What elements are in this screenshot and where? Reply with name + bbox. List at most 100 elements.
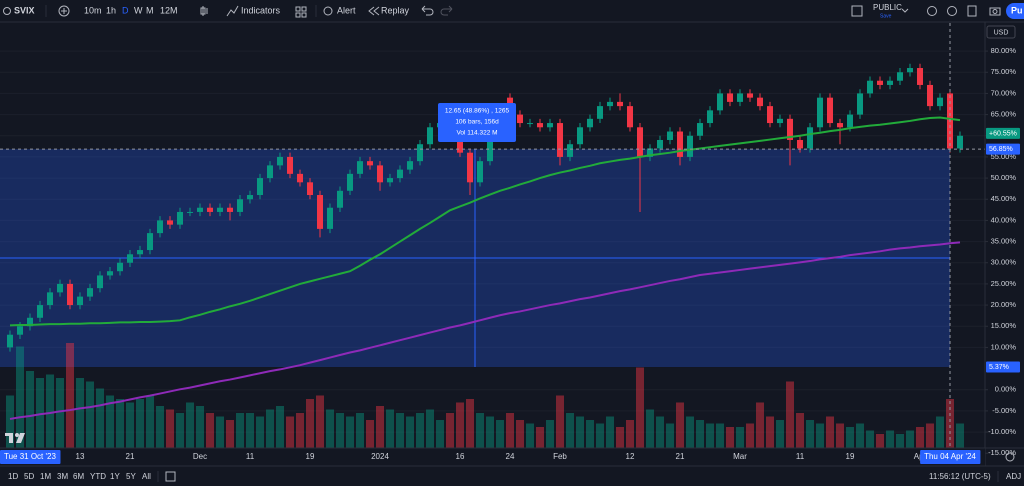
clock: 11:56:12 (UTC-5) — [929, 472, 991, 481]
layout-name[interactable]: PUBLIC — [873, 3, 902, 12]
candle-body — [147, 233, 153, 251]
volume-bar — [766, 416, 774, 448]
candle-body — [707, 110, 713, 124]
range-button[interactable]: All — [142, 472, 151, 481]
fullscreen-icon[interactable] — [967, 5, 977, 17]
volume-bar — [316, 395, 324, 448]
volume-bar — [396, 413, 404, 448]
volume-bar — [76, 378, 84, 448]
interval-button[interactable]: W — [134, 5, 143, 15]
candle-body — [387, 178, 393, 183]
volume-bar — [186, 402, 194, 448]
volume-bar — [376, 406, 384, 448]
volume-bar — [146, 395, 154, 448]
candle-body — [367, 161, 373, 166]
volume-bar — [836, 423, 844, 448]
candle-body — [857, 93, 863, 115]
candle-body — [827, 97, 833, 124]
range-button[interactable]: 1Y — [110, 472, 120, 481]
volume-bar — [736, 427, 744, 448]
templates-icon[interactable] — [295, 6, 307, 18]
candle-body — [27, 317, 33, 327]
volume-bar — [696, 420, 704, 448]
candle-body — [397, 169, 403, 179]
range-button[interactable]: 6M — [73, 472, 84, 481]
alert-button[interactable]: Alert — [337, 5, 356, 15]
x-tick-label: 19 — [306, 452, 315, 461]
candle-body — [17, 326, 23, 335]
replay-icon[interactable] — [368, 6, 380, 16]
price-axis-tag — [986, 143, 1020, 155]
candle-body — [177, 211, 183, 225]
interval-button[interactable]: M — [146, 5, 154, 15]
volume-bar — [116, 399, 124, 448]
volume-bar — [726, 427, 734, 448]
volume-bar — [436, 420, 444, 448]
currency-box[interactable] — [986, 25, 1016, 39]
candle-body — [417, 144, 423, 162]
price-axis-tag-label: +60.55% — [989, 130, 1017, 137]
grid — [0, 50, 985, 433]
snapshot-icon[interactable] — [989, 7, 1001, 16]
save-label[interactable]: Save — [880, 13, 892, 19]
candle-body — [207, 207, 213, 212]
replay-button[interactable]: Replay — [381, 5, 410, 15]
range-button[interactable]: 1M — [40, 472, 51, 481]
volume-bar — [686, 416, 694, 448]
chart-type-icon[interactable] — [200, 6, 208, 16]
measure-layer — [0, 149, 950, 368]
candle-body — [317, 195, 323, 229]
x-tick-label: 12 — [626, 452, 635, 461]
y-tick-label: 30.00% — [991, 258, 1017, 267]
publish-button[interactable] — [1006, 3, 1024, 19]
interval-button[interactable]: 1h — [106, 5, 116, 15]
volume-bar — [126, 402, 134, 448]
indicators-button[interactable]: Indicators — [241, 5, 281, 15]
volume-bar — [216, 416, 224, 448]
measure-tooltip-line: Vol 114.322 M — [456, 130, 497, 137]
volume-bar — [806, 420, 814, 448]
candle-body — [797, 139, 803, 149]
volume-bar — [636, 367, 644, 448]
volume-bar — [326, 409, 334, 448]
price-axis-tag-label: 56.85% — [989, 146, 1013, 153]
publish-label[interactable]: Pu — [1011, 5, 1023, 15]
range-button[interactable]: 5D — [24, 472, 34, 481]
symbol[interactable]: SVIX — [14, 5, 35, 15]
volume-bar — [266, 409, 274, 448]
candle-body — [267, 165, 273, 179]
alert-icon[interactable] — [323, 6, 333, 16]
symbol-search-icon[interactable] — [3, 7, 11, 15]
compare-icon[interactable] — [58, 5, 70, 17]
settings-icon[interactable] — [1005, 452, 1015, 462]
ranges: 1D 5D 1M 3M 6M YTD 1Y 5Y All — [8, 472, 151, 481]
redo-icon[interactable] — [440, 5, 453, 16]
candle-body — [157, 220, 163, 234]
volume-bar — [496, 420, 504, 448]
layout-icon[interactable] — [851, 5, 863, 17]
adjustment-toggle[interactable]: ADJ — [1006, 472, 1021, 481]
range-button[interactable]: 3M — [57, 472, 68, 481]
settings-icon[interactable] — [947, 6, 957, 16]
interval-button[interactable]: D — [122, 5, 129, 15]
candle-body — [527, 123, 533, 125]
interval-button[interactable]: 10m — [84, 5, 102, 15]
range-button[interactable]: 1D — [8, 472, 18, 481]
volume-bar — [16, 346, 24, 448]
candle-body — [457, 131, 463, 153]
undo-icon[interactable] — [421, 5, 434, 16]
volume-bar — [796, 413, 804, 448]
range-button[interactable]: 5Y — [126, 472, 136, 481]
volume-bar — [946, 399, 954, 448]
range-button[interactable]: YTD — [90, 472, 106, 481]
price-axis-tag — [986, 127, 1020, 139]
layout-menu-icon[interactable] — [901, 8, 909, 13]
goto-date-icon[interactable] — [165, 471, 176, 482]
moving-average-line — [9, 116, 961, 327]
y-tick-label: 80.00% — [991, 46, 1017, 55]
quick-search-icon[interactable] — [927, 6, 937, 16]
volume-bar — [156, 406, 164, 448]
interval-button[interactable]: 12M — [160, 5, 178, 15]
volume-bar — [476, 413, 484, 448]
indicators-icon[interactable] — [226, 5, 239, 17]
